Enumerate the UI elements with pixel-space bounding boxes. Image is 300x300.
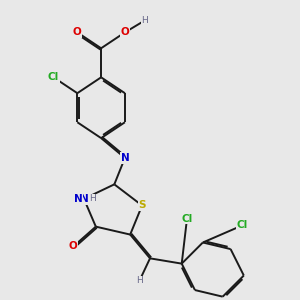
Text: S: S (138, 200, 146, 211)
Text: Cl: Cl (237, 220, 248, 230)
Text: N: N (74, 194, 82, 204)
Text: H: H (141, 16, 148, 25)
Text: H: H (89, 194, 95, 203)
Text: N: N (121, 153, 129, 163)
Text: N: N (80, 194, 88, 204)
Text: O: O (121, 27, 129, 38)
Text: Cl: Cl (48, 72, 59, 82)
Text: Cl: Cl (182, 214, 193, 224)
Text: H: H (136, 276, 143, 285)
Text: O: O (69, 242, 78, 251)
Text: O: O (73, 27, 82, 38)
